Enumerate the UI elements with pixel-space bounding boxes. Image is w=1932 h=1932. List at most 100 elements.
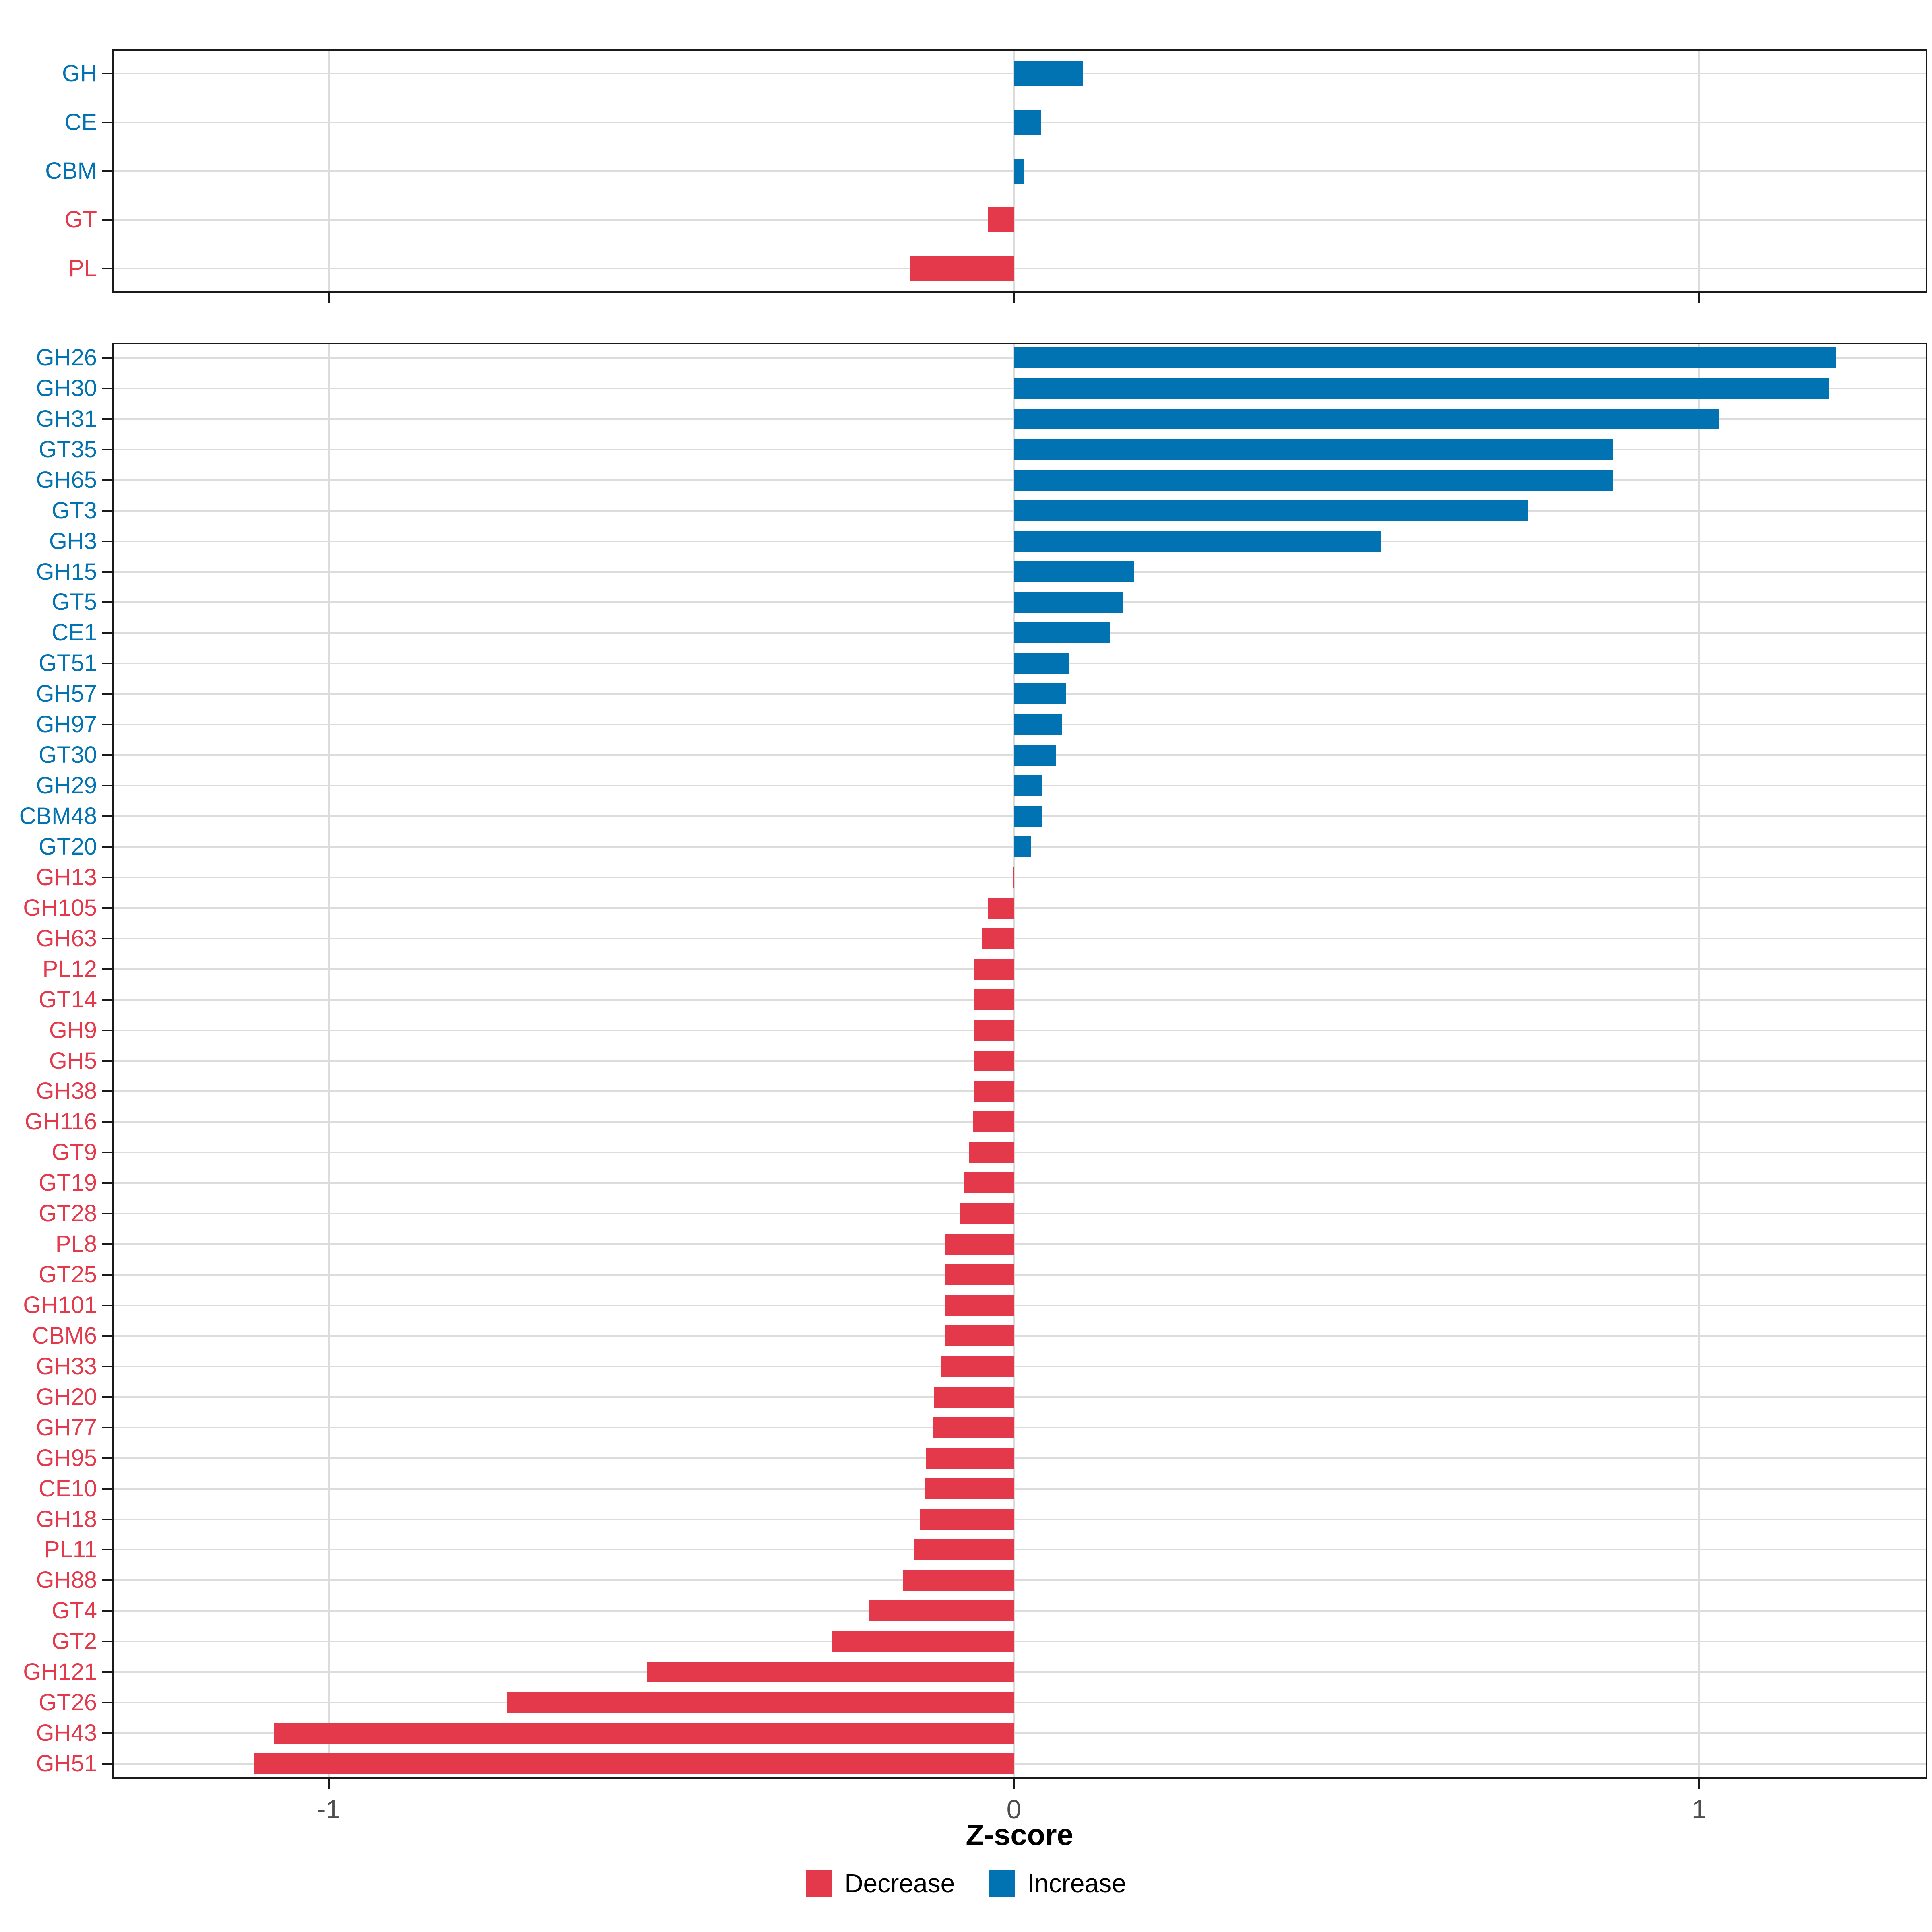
y-tick-mark — [102, 1426, 112, 1428]
y-tick-mark — [102, 72, 112, 74]
category-label-GH101: GH101 — [23, 1292, 97, 1318]
bar-PL11 — [914, 1539, 1014, 1560]
category-label-GH38: GH38 — [36, 1078, 97, 1104]
category-label-GH77: GH77 — [36, 1414, 97, 1441]
y-tick-mark — [102, 632, 112, 634]
category-label-GT20: GT20 — [38, 833, 97, 860]
horizontal-gridline — [114, 1579, 1926, 1581]
category-label-GH116: GH116 — [25, 1108, 97, 1135]
bar-GT14 — [974, 989, 1014, 1010]
category-label-GH51: GH51 — [36, 1750, 97, 1777]
category-label-GT26: GT26 — [38, 1689, 97, 1716]
y-tick-mark — [102, 448, 112, 450]
bar-GH29 — [1014, 775, 1042, 797]
bar-GH63 — [982, 928, 1014, 949]
horizontal-gridline — [114, 876, 1926, 878]
bar-GH9 — [974, 1020, 1014, 1041]
panel-families — [112, 343, 1927, 1779]
category-label-GH97: GH97 — [36, 711, 97, 738]
category-label-GH57: GH57 — [36, 681, 97, 707]
x-tick-label: -1 — [317, 1794, 341, 1824]
bar-GH65 — [1014, 469, 1614, 491]
horizontal-gridline — [114, 1121, 1926, 1123]
category-label-GT35: GT35 — [38, 436, 97, 462]
y-tick-mark — [102, 1488, 112, 1490]
bar-GT3 — [1014, 500, 1528, 521]
x-tick-mark — [328, 293, 330, 303]
category-label-GH33: GH33 — [36, 1353, 97, 1379]
y-tick-mark — [102, 1671, 112, 1673]
bar-GH13 — [1013, 867, 1014, 888]
horizontal-gridline — [114, 1763, 1926, 1765]
y-tick-mark — [102, 1702, 112, 1704]
bar-GT19 — [964, 1172, 1014, 1194]
y-tick-mark — [102, 1213, 112, 1215]
bar-GH43 — [274, 1723, 1014, 1744]
bar-CBM6 — [945, 1325, 1014, 1346]
y-tick-mark — [102, 999, 112, 1001]
category-label-GT4: GT4 — [52, 1598, 97, 1624]
y-tick-mark — [102, 1152, 112, 1154]
y-tick-mark — [102, 846, 112, 848]
category-label-CE: CE — [64, 109, 97, 135]
category-label-CE1: CE1 — [52, 619, 97, 646]
x-tick-mark — [328, 1779, 330, 1789]
legend-item-decrease: Decrease — [806, 1870, 955, 1897]
y-tick-mark — [102, 1763, 112, 1765]
category-label-GH30: GH30 — [36, 375, 97, 401]
y-tick-mark — [102, 1732, 112, 1734]
x-tick-mark — [1698, 293, 1700, 303]
y-tick-mark — [102, 724, 112, 726]
y-tick-mark — [102, 540, 112, 542]
y-tick-mark — [102, 418, 112, 420]
y-tick-mark — [102, 1304, 112, 1306]
increase-swatch — [989, 1870, 1016, 1897]
y-tick-mark — [102, 693, 112, 695]
x-tick-mark — [1013, 1779, 1015, 1789]
horizontal-gridline — [114, 1029, 1926, 1031]
y-tick-mark — [102, 907, 112, 909]
y-tick-mark — [102, 268, 112, 270]
x-tick-label: 1 — [1691, 1794, 1707, 1824]
category-label-GT2: GT2 — [52, 1628, 97, 1655]
category-label-CBM6: CBM6 — [32, 1322, 97, 1349]
bar-GH — [1014, 61, 1083, 86]
bar-GH77 — [933, 1417, 1014, 1438]
bar-CE — [1014, 109, 1042, 135]
bar-GH33 — [941, 1356, 1014, 1377]
bar-GH116 — [972, 1111, 1014, 1133]
bar-GT35 — [1014, 439, 1614, 460]
y-tick-mark — [102, 1029, 112, 1031]
category-label-PL12: PL12 — [42, 956, 97, 982]
horizontal-gridline — [114, 1702, 1926, 1704]
category-label-GT: GT — [64, 206, 97, 233]
horizontal-gridline — [114, 968, 1926, 970]
category-label-GH20: GH20 — [36, 1383, 97, 1410]
category-label-CBM: CBM — [45, 158, 97, 184]
y-tick-mark — [102, 754, 112, 756]
horizontal-gridline — [114, 1304, 1926, 1306]
horizontal-gridline — [114, 1488, 1926, 1490]
y-tick-mark — [102, 968, 112, 970]
y-tick-mark — [102, 1641, 112, 1643]
horizontal-gridline — [114, 1335, 1926, 1337]
legend-item-increase: Increase — [989, 1870, 1126, 1897]
bar-GH20 — [933, 1386, 1014, 1408]
horizontal-gridline — [114, 268, 1926, 270]
y-tick-mark — [102, 601, 112, 603]
category-label-GT5: GT5 — [52, 589, 97, 615]
bar-GH51 — [253, 1753, 1014, 1775]
bar-GT5 — [1014, 592, 1124, 613]
bar-GT26 — [507, 1692, 1014, 1713]
panel-classes — [112, 49, 1927, 293]
bar-GT20 — [1014, 836, 1031, 857]
horizontal-gridline — [114, 1243, 1926, 1245]
bar-GH38 — [973, 1081, 1014, 1102]
y-tick-mark — [102, 1182, 112, 1184]
y-tick-mark — [102, 219, 112, 221]
category-label-GT51: GT51 — [38, 650, 97, 677]
bar-CE1 — [1014, 622, 1110, 644]
y-tick-mark — [102, 357, 112, 359]
bar-GH101 — [945, 1294, 1014, 1316]
